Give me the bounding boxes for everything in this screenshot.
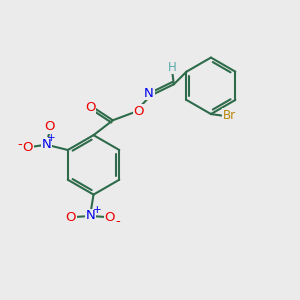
Text: N: N: [86, 209, 95, 223]
Text: H: H: [168, 61, 177, 74]
Text: -: -: [116, 215, 120, 228]
Text: -: -: [17, 138, 22, 151]
Text: +: +: [93, 205, 101, 215]
Text: N: N: [41, 138, 51, 151]
Text: +: +: [47, 133, 56, 143]
Text: O: O: [134, 105, 144, 118]
Text: O: O: [44, 120, 55, 133]
Text: O: O: [105, 211, 115, 224]
Text: Br: Br: [223, 109, 236, 122]
Text: O: O: [85, 101, 95, 114]
Text: N: N: [144, 87, 154, 100]
Text: O: O: [65, 211, 76, 224]
Text: O: O: [23, 141, 33, 154]
